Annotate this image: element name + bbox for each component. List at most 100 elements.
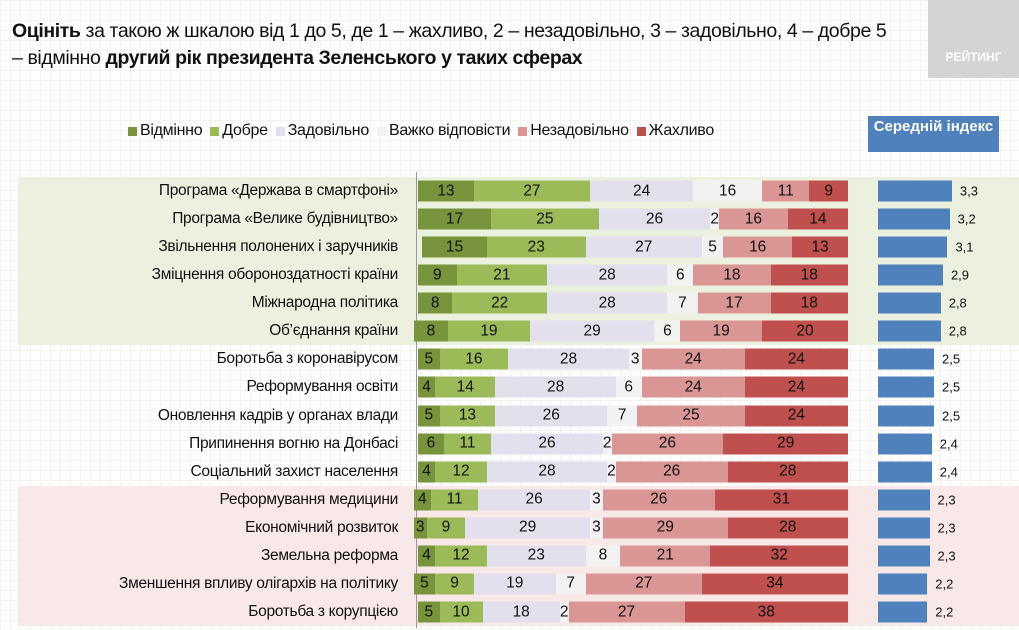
index-value: 2,5 xyxy=(942,408,961,424)
bar-segment: 28 xyxy=(486,461,608,483)
index-bar xyxy=(878,320,941,342)
bar-segment: 25 xyxy=(491,208,599,230)
bar-segment: 7 xyxy=(667,292,698,314)
index-value: 3,3 xyxy=(959,183,978,199)
bar-segment: 26 xyxy=(615,461,728,483)
bar-segment: 24 xyxy=(744,405,848,427)
bar-segment: 6 xyxy=(654,320,681,342)
category-label: Зменшення впливу олігархів на політику xyxy=(119,574,398,592)
bar-segment: 27 xyxy=(585,236,702,258)
legend-label: Важко відповісти xyxy=(388,122,511,139)
category-label: Економічний розвиток xyxy=(245,518,398,536)
bar-segment: 18 xyxy=(770,264,848,286)
index-bar xyxy=(878,180,952,202)
bar-segment: 5 xyxy=(418,348,440,370)
bar-segment: 27 xyxy=(585,573,702,595)
bar-segment: 19 xyxy=(448,320,530,342)
bar-segment: 27 xyxy=(473,180,590,202)
bar-segment: 12 xyxy=(435,545,487,567)
index-bar xyxy=(878,236,948,258)
bar-segment: 28 xyxy=(547,264,668,286)
bar-segment: 9 xyxy=(418,264,457,286)
category-label: Програма «Держава в смартфоні» xyxy=(158,182,398,199)
bar-segment: 18 xyxy=(693,264,771,286)
bar-segment: 5 xyxy=(418,405,440,427)
bar-segment: 24 xyxy=(641,348,745,370)
bar-segment: 7 xyxy=(555,573,586,595)
category-label: Об’єднання країни xyxy=(269,322,398,340)
axis-line xyxy=(416,172,417,628)
legend-item-0: Відмінно xyxy=(128,122,203,140)
bar-segment: 22 xyxy=(452,292,547,314)
bar-segment: 4 xyxy=(418,461,436,483)
bar-segment: 20 xyxy=(762,320,848,342)
bar-segment: 28 xyxy=(727,461,848,483)
legend-swatch xyxy=(376,126,386,136)
legend-item-2: Задовільно xyxy=(275,122,369,140)
category-label: Оновлення кадрів у органах влади xyxy=(157,406,398,424)
legend-swatch xyxy=(128,126,137,136)
legend-item-5: Жахливо xyxy=(636,122,714,140)
bar-segment: 24 xyxy=(744,348,848,370)
legend-label: Незадовільно xyxy=(530,122,629,139)
legend-item-3: Важко відповісти xyxy=(376,122,511,140)
index-value: 3,1 xyxy=(955,239,974,255)
index-bar xyxy=(878,573,928,595)
index-bar xyxy=(878,348,934,370)
rating-logo: РЕЙТИНГ xyxy=(928,0,1019,78)
bar-segment: 21 xyxy=(456,264,547,286)
index-bar xyxy=(878,601,928,623)
bar-segment: 17 xyxy=(697,292,771,314)
bar-segment: 6 xyxy=(418,433,444,455)
index-bar xyxy=(878,292,941,314)
bar-segment: 23 xyxy=(486,236,586,258)
category-label: Реформування освіти xyxy=(246,378,399,396)
bar-segment: 13 xyxy=(792,236,848,258)
bar-segment: 26 xyxy=(478,489,590,511)
bar-segment: 18 xyxy=(482,601,560,623)
bar-segment: 5 xyxy=(418,601,440,623)
index-value: 2,4 xyxy=(939,464,958,480)
bar-segment: 28 xyxy=(727,517,848,539)
bar-segment: 5 xyxy=(413,573,436,595)
index-value: 3,2 xyxy=(957,211,976,227)
index-bar xyxy=(878,208,950,230)
bar-segment: 13 xyxy=(439,405,496,427)
bar-segment: 19 xyxy=(680,320,762,342)
bar-segment: 38 xyxy=(684,601,848,623)
category-label: Реформування медицини xyxy=(219,490,399,508)
bar-segment: 32 xyxy=(710,545,848,567)
bar-segment: 8 xyxy=(413,320,449,342)
bar-segment: 4 xyxy=(418,376,436,398)
index-value: 2,8 xyxy=(948,323,967,339)
category-label: Програма «Велике будівництво» xyxy=(172,210,398,228)
bar-segment: 21 xyxy=(620,545,711,567)
bar-segment: 13 xyxy=(418,180,474,202)
category-label: Соціальний захист населення xyxy=(190,462,399,480)
index-value: 2,9 xyxy=(950,267,970,283)
bar-segment: 5 xyxy=(701,236,724,258)
index-bar xyxy=(878,405,934,427)
bar-segment: 11 xyxy=(430,489,479,511)
bar-segment: 7 xyxy=(607,405,638,427)
index-value: 2,3 xyxy=(937,520,956,536)
legend-swatch xyxy=(275,126,285,136)
bar-segment: 29 xyxy=(602,517,728,539)
bar-segment: 17 xyxy=(418,208,492,230)
category-label: Боротьба з корупцією xyxy=(248,603,398,621)
bar-segment: 25 xyxy=(637,405,745,427)
legend-swatch xyxy=(210,126,220,136)
bar-segment: 26 xyxy=(602,489,715,511)
bar-segment: 15 xyxy=(422,236,487,258)
bar-segment: 28 xyxy=(508,348,629,370)
legend-swatch xyxy=(518,126,528,136)
bar-segment: 24 xyxy=(744,376,848,398)
index-value: 2,5 xyxy=(942,379,961,395)
index-value: 2,8 xyxy=(948,295,967,311)
bar-segment: 9 xyxy=(426,517,466,539)
bar-segment: 3 xyxy=(413,517,427,539)
bar-segment: 19 xyxy=(473,573,556,595)
bar-segment: 12 xyxy=(435,461,487,483)
bar-segment: 2 xyxy=(603,433,612,455)
bar-segment: 26 xyxy=(598,208,711,230)
